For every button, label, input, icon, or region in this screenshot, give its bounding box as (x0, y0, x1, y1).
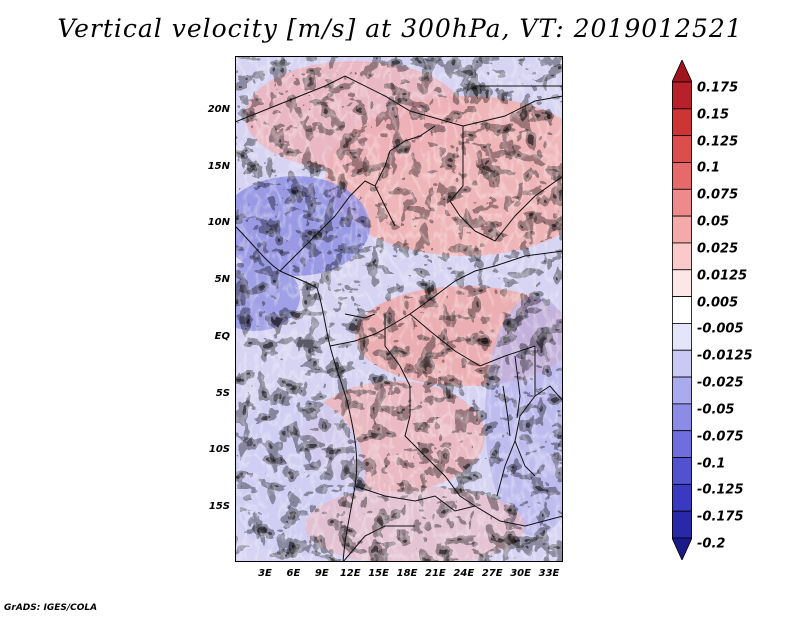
colorbar-bin (672, 269, 693, 297)
lon-tick-label: 24E (453, 568, 475, 579)
lon-tick-label: 18E (396, 568, 418, 579)
colorbar-bin (672, 430, 693, 458)
lat-tick-label: 15N (207, 160, 230, 172)
colorbar-tick-label: -0.175 (697, 509, 744, 525)
colorbar-bin (672, 483, 693, 512)
lon-tick-label: 33E (538, 568, 560, 579)
map-panel (235, 56, 563, 562)
colorbar-tick-label: -0.1 (697, 456, 726, 472)
colorbar-tick-label: -0.125 (697, 482, 744, 498)
lat-tick-label: 10N (207, 217, 230, 229)
lon-tick-label: 12E (339, 568, 361, 579)
colorbar-bin (672, 296, 693, 324)
colorbar-tick-label: 0.125 (697, 134, 739, 150)
lon-tick-label: 9E (314, 568, 329, 579)
chart-title: Vertical velocity [m/s] at 300hPa, VT: 2… (57, 14, 743, 43)
colorbar-tick-label: 0.005 (697, 295, 739, 311)
colorbar-bin (672, 323, 693, 351)
lat-tick-label: 15S (208, 500, 230, 512)
colorbar-bin (672, 81, 693, 110)
colorbar-bin (672, 135, 693, 163)
lon-tick-label: 6E (286, 568, 301, 579)
lon-tick-label: 3E (258, 568, 272, 579)
colorbar-tick-label: -0.2 (697, 536, 726, 552)
colorbar-bin (672, 215, 693, 244)
colorbar-bin (672, 376, 693, 405)
colorbar-tick-label: -0.005 (697, 321, 744, 337)
colorbar-tick-label: -0.025 (697, 375, 744, 391)
lat-tick-label: 20N (207, 104, 230, 115)
colorbar-bin (672, 108, 693, 137)
software-credit: GrADS: IGES/COLA (4, 603, 98, 613)
colorbar-scale (671, 59, 693, 561)
colorbar-bin (672, 457, 693, 485)
colorbar-tick-label: 0.075 (697, 187, 739, 203)
colorbar-bin (672, 349, 693, 378)
lat-tick-label: EQ (214, 330, 230, 342)
colorbar-min-triangle (671, 537, 693, 561)
colorbar (671, 59, 693, 561)
colorbar-tick-label: 0.15 (697, 107, 730, 123)
colorbar-bin (672, 162, 693, 190)
lon-tick-label: 15E (368, 568, 389, 579)
colorbar-tick-label: -0.0125 (697, 348, 753, 364)
colorbar-tick-label: 0.1 (697, 160, 721, 176)
velocity-field-map (235, 56, 563, 562)
colorbar-tick-label: -0.075 (697, 429, 744, 445)
colorbar-max-triangle (671, 59, 693, 83)
colorbar-tick-label: 0.0125 (697, 268, 748, 284)
colorbar-tick-label: 0.175 (697, 80, 739, 96)
lon-tick-label: 27E (481, 568, 503, 579)
colorbar-tick-label: 0.025 (697, 241, 739, 257)
lon-tick-label: 21E (425, 568, 446, 579)
lat-tick-label: 5N (214, 274, 230, 286)
colorbar-bin (672, 188, 693, 217)
colorbar-bin (672, 510, 693, 539)
colorbar-bin (672, 242, 693, 271)
lat-tick-label: 5S (215, 387, 230, 399)
colorbar-bin (672, 403, 693, 432)
lon-tick-label: 30E (510, 568, 531, 579)
colorbar-tick-label: -0.05 (697, 402, 735, 418)
colorbar-tick-label: 0.05 (697, 214, 730, 230)
lat-tick-label: 10S (208, 444, 230, 456)
